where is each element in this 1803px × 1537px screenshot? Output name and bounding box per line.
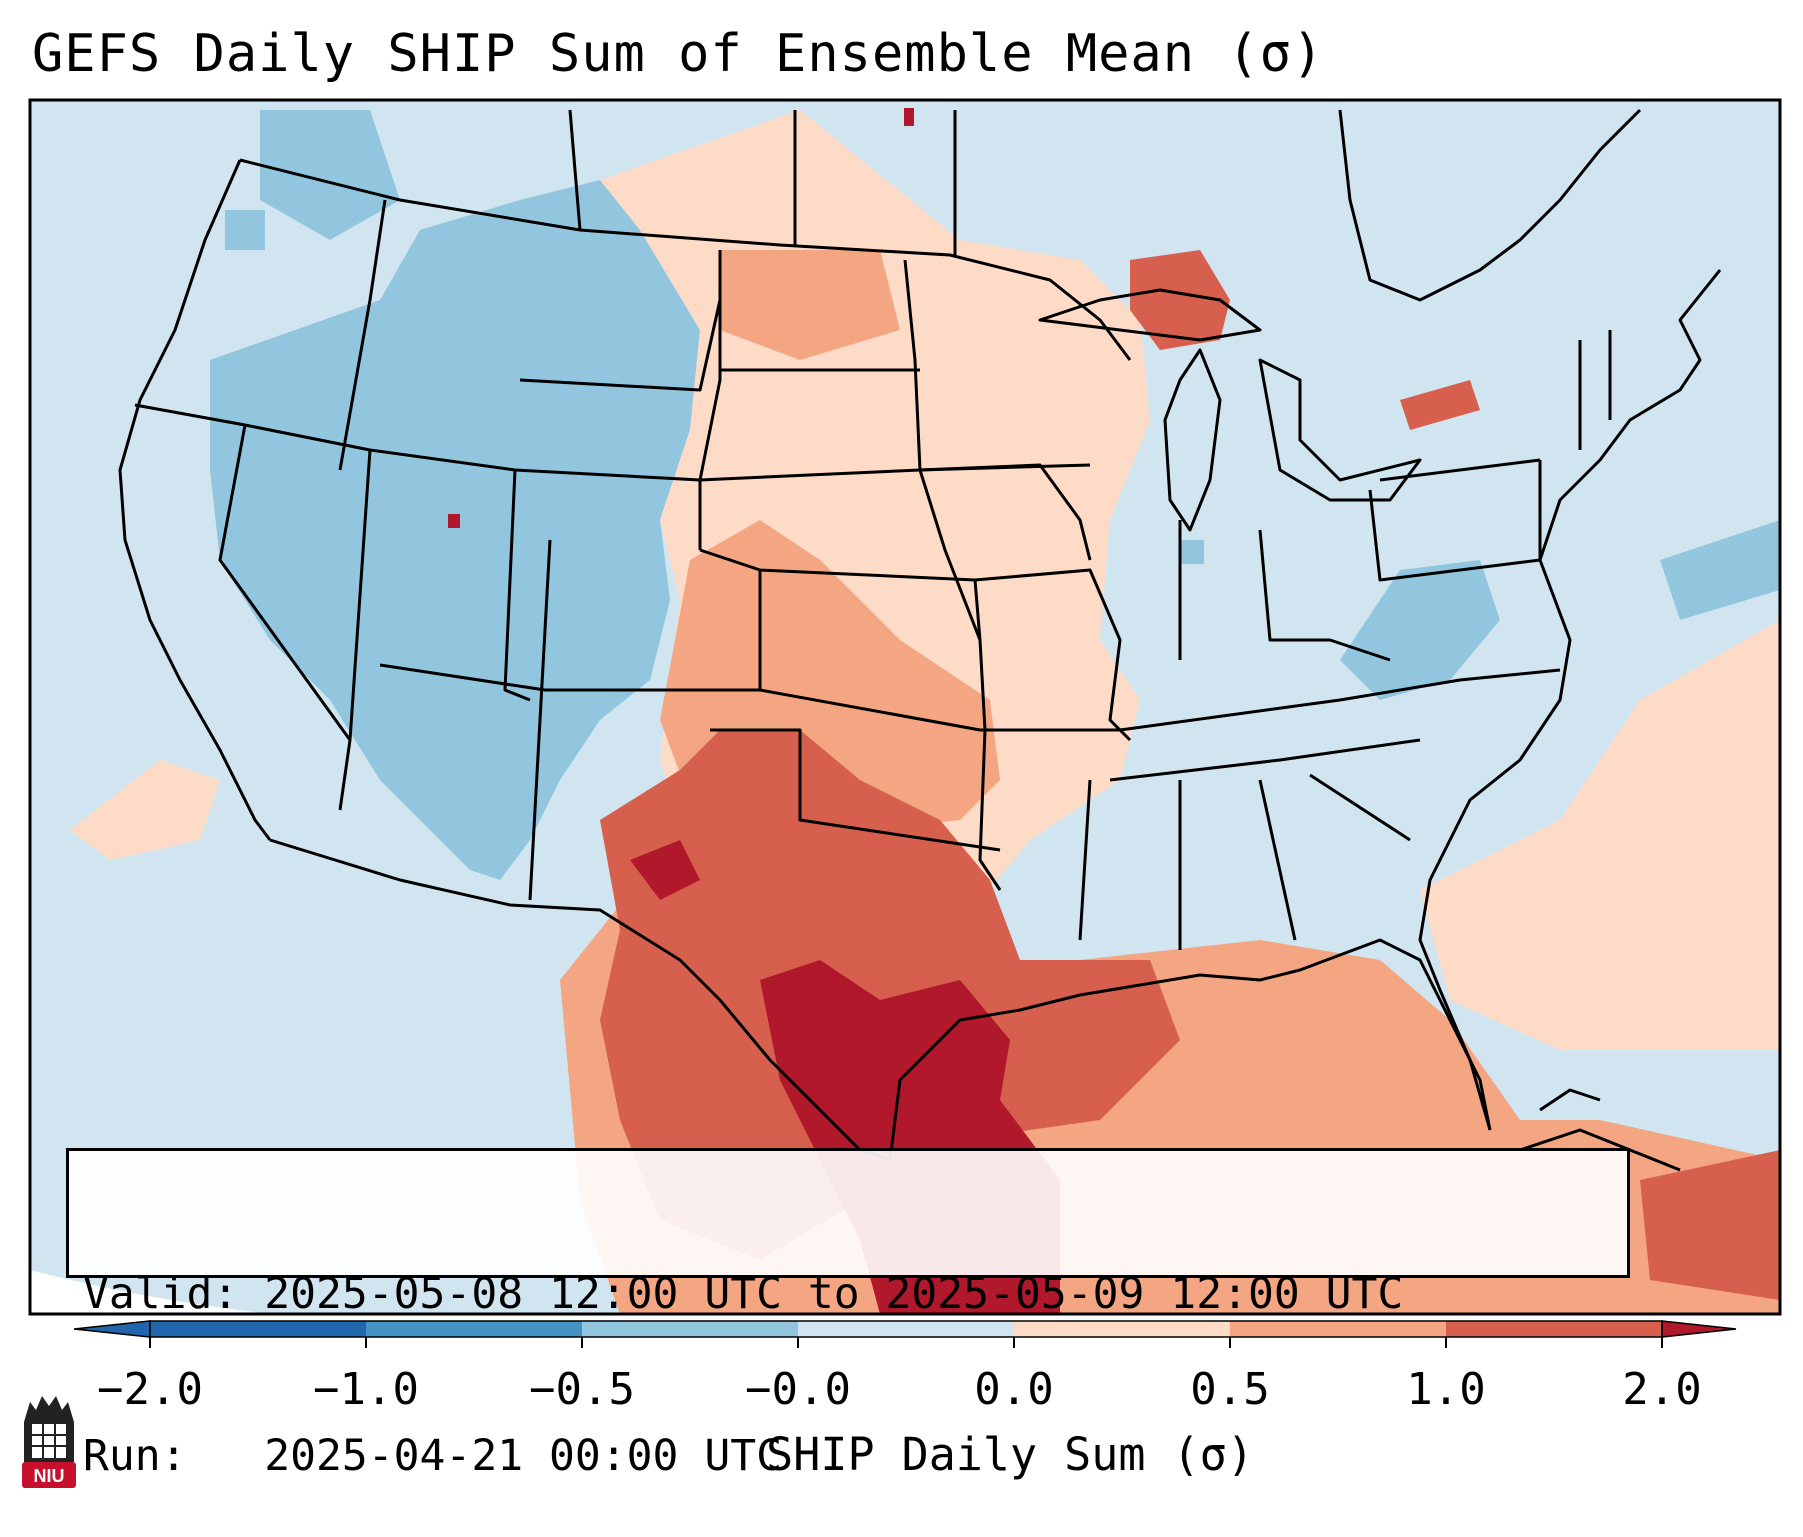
colorbar-bin-5 [1014,1321,1230,1337]
anomaly-utah-pixel [448,514,460,528]
east-coast [1418,269,1722,1131]
colorbar-bin-2 [366,1321,582,1337]
anomaly-west-neg [210,180,700,880]
colorbar-bin-3 [582,1321,798,1337]
niu-logo-text: NIU [34,1466,65,1486]
anomaly-nm-extreme [630,840,700,900]
anomaly-baja-pos [70,760,220,860]
anomaly-atlantic-neg [1660,520,1780,620]
colorbar-bin-1 [150,1321,366,1337]
colorbar-tick-label: 1.0 [1406,1364,1486,1415]
colorbar-tick-label: −0.0 [745,1364,851,1415]
domain-edge-southwest [30,1270,272,1314]
colorbar-extend-right [1661,1320,1737,1338]
anomaly-manitoba-pixel [904,108,914,126]
anomaly-southeast-pos [1420,620,1780,1050]
anomaly-dakota-mod [720,250,900,360]
run-time-line: Run: 2025-04-21 00:00 UTC [83,1431,782,1481]
colorbar-label: SHIP Daily Sum (σ) [766,1428,1254,1481]
gulf-coast [888,938,1492,1161]
lake-superior [1038,288,1262,342]
colorbar-tick-label: 0.5 [1190,1364,1270,1415]
valid-time-line: Valid: 2025-05-08 12:00 UTC to 2025-05-0… [83,1269,1404,1319]
anomaly-west-neg-2 [260,110,400,240]
colorbar-tick-label: −2.0 [97,1364,203,1415]
colorbar-tick-label: 0.0 [974,1364,1054,1415]
anomaly-ontario-strong [1400,380,1480,430]
colorbar [73,1320,1737,1348]
lake-michigan [1163,348,1222,532]
colorbar-tick-label: 2.0 [1622,1364,1702,1415]
lake-huron-erie [1258,358,1422,502]
west-coast [118,159,272,841]
anomaly-caribbean-strong [1640,1150,1780,1300]
colorbar-tick-label: −0.5 [529,1364,635,1415]
colorbar-bin-6 [1230,1321,1446,1337]
colorbar-tick-label: −1.0 [313,1364,419,1415]
boundaries [118,108,1722,1172]
niu-logo: NIU [22,1396,76,1488]
map-title: GEFS Daily SHIP Sum of Ensemble Mean (σ) [32,24,1325,84]
anomaly-michigan-strong [1130,250,1230,350]
valid-run-info-box: Valid: 2025-05-08 12:00 UTC to 2025-05-0… [66,1148,1630,1481]
mexico-border [269,838,891,1162]
colorbar-bin-7 [1446,1321,1662,1337]
anomaly-east-neg [1340,560,1500,700]
anomaly-texas-strong [600,730,1180,1260]
map-border [28,98,1782,1316]
colorbar-bin-4 [798,1321,1014,1337]
canada-border [239,158,1132,361]
